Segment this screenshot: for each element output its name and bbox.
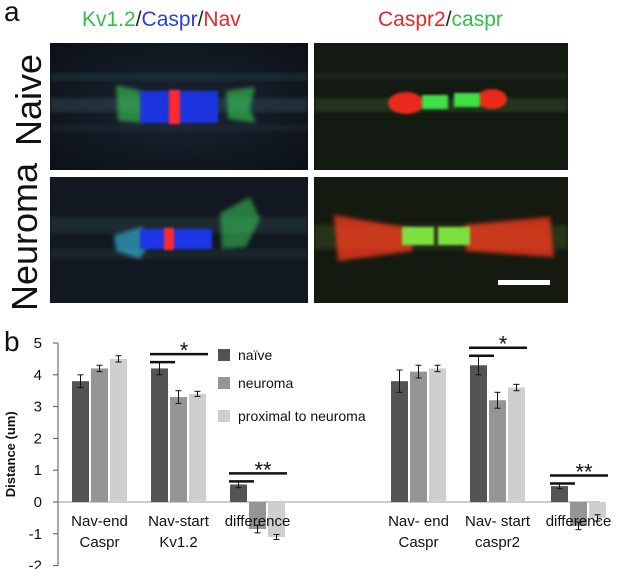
category-label: Nav-start xyxy=(148,513,210,530)
category-label: Nav-end xyxy=(71,513,128,530)
y-tick-label: 2 xyxy=(34,430,42,447)
legend-label-1: neuroma xyxy=(238,375,293,391)
y-tick-label: 4 xyxy=(34,367,42,384)
right-column-title: Caspr2/caspr xyxy=(378,8,503,32)
significance-marker: ** xyxy=(575,460,593,485)
category-label: caspr2 xyxy=(475,534,520,551)
category-label: Nav- end xyxy=(388,513,449,530)
bar-1-1 xyxy=(170,397,187,502)
category-label: Nav- start xyxy=(465,513,531,530)
significance-marker: ** xyxy=(254,457,272,482)
category-label: difference xyxy=(546,513,612,530)
y-tick-label: 5 xyxy=(34,335,42,352)
bar-0-0 xyxy=(72,381,89,502)
y-tick-label: -2 xyxy=(29,558,42,569)
bar-2-1 xyxy=(249,502,266,530)
title-part: Kv1.2 xyxy=(82,8,136,31)
left-column-title: Kv1.2/Caspr/Nav xyxy=(82,8,241,32)
bar-2-0 xyxy=(230,484,247,502)
bar-3-2 xyxy=(429,368,446,502)
y-tick-label: 3 xyxy=(34,399,42,416)
bar-4-0 xyxy=(470,365,487,502)
bar-0-1 xyxy=(91,368,108,502)
bar-4-1 xyxy=(489,400,506,502)
title-part: caspr xyxy=(451,8,503,31)
micrograph-neuroma-caspr2-caspr xyxy=(314,177,568,303)
bar-4-2 xyxy=(508,387,525,502)
title-part: Caspr2 xyxy=(378,8,446,31)
legend-swatch-1 xyxy=(218,377,230,389)
bar-5-2 xyxy=(589,502,606,518)
title-part: / xyxy=(445,8,452,31)
title-part: / xyxy=(135,8,142,31)
title-part: / xyxy=(197,8,204,31)
micrograph-neuroma-kv12-caspr-nav xyxy=(50,177,308,303)
legend-label-0: naïve xyxy=(238,347,272,363)
legend-swatch-0 xyxy=(218,349,230,361)
y-axis-label: Distance (um) xyxy=(3,411,18,497)
y-tick-label: 1 xyxy=(34,462,42,479)
y-tick-label: -1 xyxy=(29,526,42,543)
category-label: difference xyxy=(225,513,291,530)
panel-a-letter: a xyxy=(4,0,20,27)
bar-5-0 xyxy=(551,486,568,502)
bar-3-1 xyxy=(410,371,427,502)
category-label: Caspr xyxy=(398,534,438,551)
distance-bar-chart: 5 4 3 2 1 0 -1 -2 Distance (um) Nav-end Caspr Nav-s… xyxy=(3,332,612,569)
title-part: Nav xyxy=(203,8,241,31)
category-label: Caspr xyxy=(79,534,119,551)
bar-3-0 xyxy=(391,381,408,502)
micrograph-naive-kv12-caspr-nav xyxy=(50,43,308,170)
bar-2-2 xyxy=(268,502,285,537)
legend-label-2: proximal to neuroma xyxy=(238,408,366,424)
scale-bar xyxy=(498,280,550,285)
panel-b-letter: b xyxy=(4,326,20,357)
legend-swatch-2 xyxy=(218,410,230,422)
y-tick-label: 0 xyxy=(34,494,42,511)
title-part: Caspr xyxy=(141,8,198,31)
micrograph-naive-caspr2-caspr xyxy=(314,43,568,170)
significance-marker: * xyxy=(180,338,189,363)
bar-0-2 xyxy=(110,358,127,502)
category-label: Kv1.2 xyxy=(159,534,197,551)
bar-1-0 xyxy=(151,368,168,502)
bar-5-1 xyxy=(570,502,587,526)
bar-1-2 xyxy=(189,393,206,502)
significance-marker: * xyxy=(499,332,508,357)
